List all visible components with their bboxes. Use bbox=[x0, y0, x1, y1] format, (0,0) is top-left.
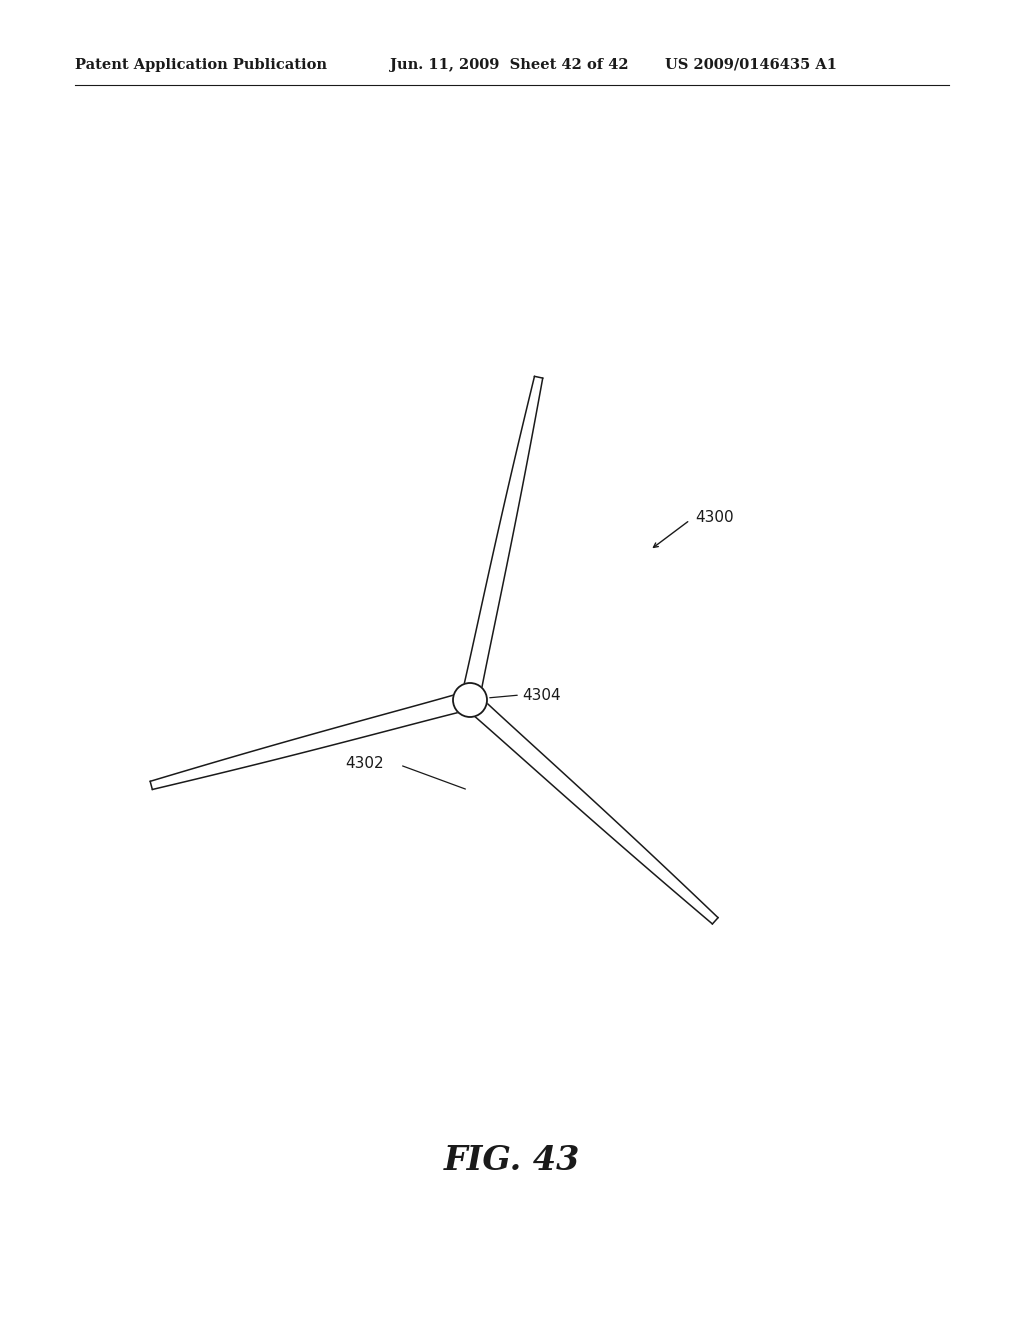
Text: Patent Application Publication: Patent Application Publication bbox=[75, 58, 327, 73]
Text: Jun. 11, 2009  Sheet 42 of 42: Jun. 11, 2009 Sheet 42 of 42 bbox=[390, 58, 629, 73]
Polygon shape bbox=[151, 690, 472, 789]
Polygon shape bbox=[461, 376, 543, 702]
Text: FIG. 43: FIG. 43 bbox=[443, 1143, 581, 1176]
Text: US 2009/0146435 A1: US 2009/0146435 A1 bbox=[665, 58, 837, 73]
Circle shape bbox=[453, 682, 487, 717]
Text: 4300: 4300 bbox=[695, 510, 733, 524]
Text: 4304: 4304 bbox=[522, 688, 560, 702]
Polygon shape bbox=[464, 693, 718, 924]
Text: 4302: 4302 bbox=[345, 756, 384, 771]
